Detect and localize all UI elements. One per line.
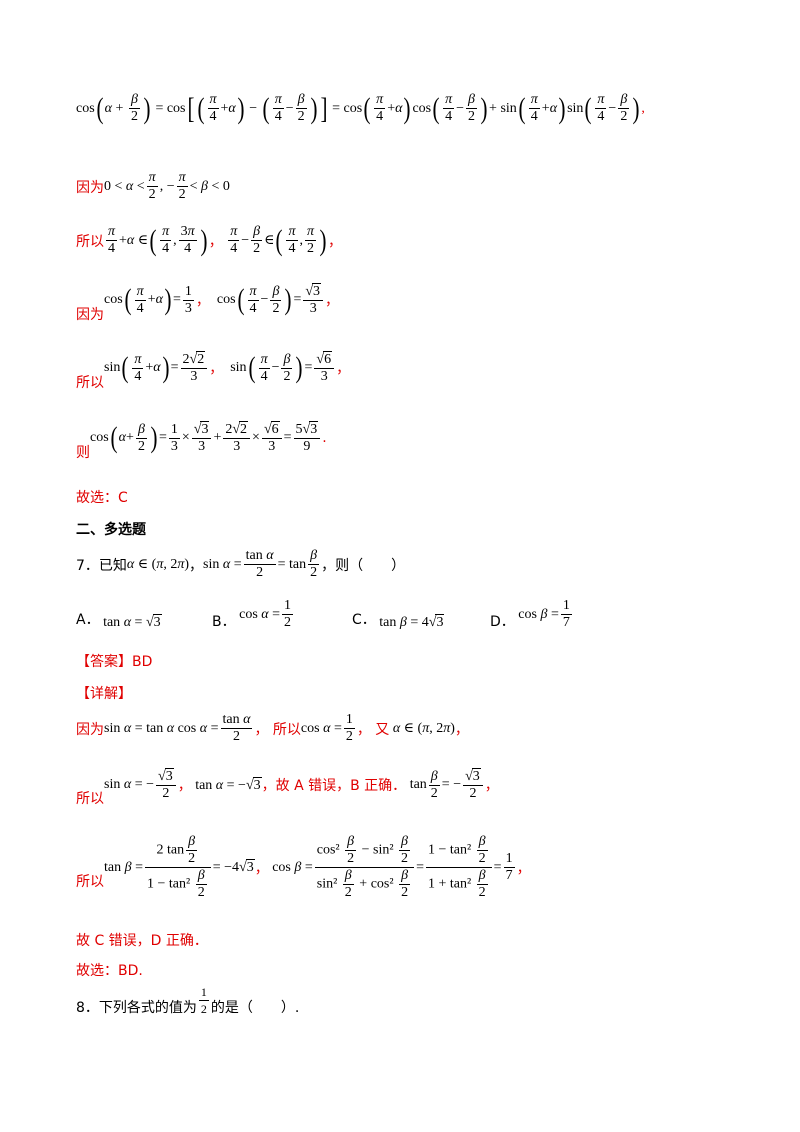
mid-text-2: ， 又: [356, 721, 390, 738]
prefix-text: 因为: [76, 721, 104, 738]
question-tail: 的是（ ）.: [210, 999, 300, 1016]
option-d: D． cos β = 1 7: [490, 598, 572, 630]
answer-choice-c: 故选：C: [76, 490, 128, 506]
separator: ，: [177, 778, 192, 794]
cos-values-line: 因为 cos(π 4 +α) = 1 3 ， cos(π 4− β 2) = √3 3 ，: [76, 283, 340, 323]
punct: ,: [641, 100, 645, 116]
end-punct: ，: [484, 778, 499, 794]
prefix-text: 因为: [76, 179, 104, 196]
result-line: 则 cos(α + β 2) = 1 3 × √3 3 +2√2 3 × √6 3 = 5√3 9 .: [76, 421, 327, 461]
option-label: A．: [76, 611, 100, 628]
option-c: C． tan β = 4√3: [352, 606, 445, 631]
prefix-text: 所以: [76, 375, 104, 391]
prefix-text: 则: [76, 445, 90, 461]
section-title: 二、多选题: [76, 522, 146, 538]
end-punct: ，: [325, 293, 340, 309]
question-number: 7．已知: [76, 557, 127, 574]
prefix-text: 所以: [76, 873, 104, 890]
question-7: 7．已知 α ∈ (π, 2π) ， sin α = tan α 2 = tan β 2 …: [76, 548, 406, 580]
range-line: 所以 π 4 +α ∈(π 4, 3π 4) ， π 4− β 2 ∈(π 4, π 2) ，: [76, 223, 343, 257]
detail-line-4: 故 C 错误，D 正确．: [76, 933, 208, 949]
detail-line-2: 所以 sin α = − √3 2 ， tan α = −√3 ，故 A 错误，B …: [76, 768, 499, 807]
formula-cos-expansion: cos(α + β 2) = cos[(π 4 + α) − (π 4− β 2)] = co…: [76, 91, 645, 125]
separator: ，: [195, 293, 210, 309]
condition-line: 因为 0 < α < π 2, − π 2 < β < 0: [76, 170, 230, 202]
sin-values-line: 所以 sin(π 4 +α) = 2√2 3 ， sin(π 4− β 2) = √6 3 ，: [76, 351, 351, 391]
question-tail: ，则（ ）: [321, 557, 406, 574]
separator: ，: [208, 233, 223, 250]
option-label: C．: [352, 611, 376, 628]
end-punct: ，: [454, 721, 469, 738]
end-punct: ，: [328, 233, 343, 250]
prefix-text: 因为: [76, 307, 104, 323]
prefix-text: 所以: [76, 791, 104, 807]
option-label: B．: [212, 613, 236, 630]
option-b: B． cos α = 1 2: [212, 598, 294, 630]
option-label: D．: [490, 613, 515, 630]
end-punct: ，: [516, 860, 531, 877]
separator: ，: [254, 860, 269, 877]
question-number: 8．下列各式的值为: [76, 999, 197, 1016]
end-punct: ，: [336, 361, 351, 377]
mid-text: ，故 A 错误，B 正确．: [261, 778, 407, 794]
answer-tag: 【答案】BD: [76, 654, 153, 670]
detail-line-5: 故选：BD.: [76, 963, 143, 979]
prefix-text: 所以: [76, 233, 104, 250]
option-a: A． tan α = √3: [76, 606, 162, 631]
separator: ，: [209, 361, 224, 377]
mid-text: ， 所以: [254, 721, 301, 738]
detail-tag: 【详解】: [76, 686, 132, 702]
end-punct: .: [322, 430, 327, 446]
separator: ，: [189, 557, 204, 574]
